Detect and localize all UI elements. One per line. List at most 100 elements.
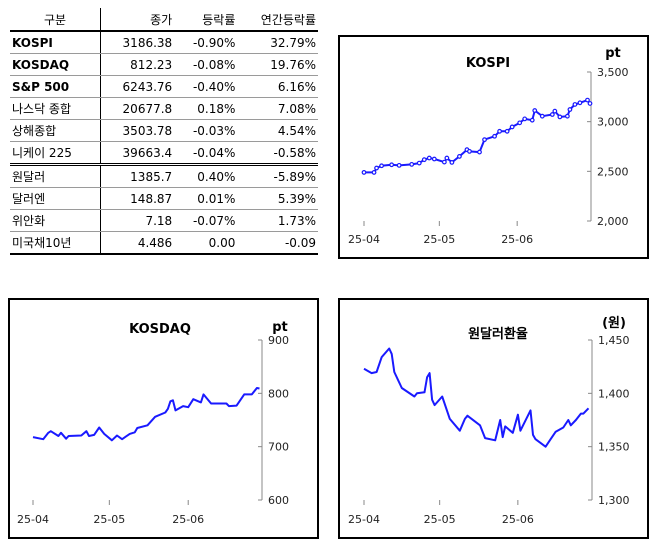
table-row: 원달러 1385.7 0.40% -5.89% [10, 164, 318, 188]
data-point [374, 165, 379, 171]
data-point [532, 108, 538, 113]
data-point [577, 100, 583, 106]
cell-ytd: 7.08% [237, 97, 318, 120]
data-point [529, 117, 535, 123]
kospi-chart-panel [338, 35, 649, 259]
market-table: 구분 종가 등락률 연간등락률 KOSPI 3186.38 -0.90% 32.79% KOS… [10, 8, 318, 255]
x-tick-label: 25-04 [348, 233, 380, 246]
x-tick-label: 25-06 [501, 233, 533, 246]
cell-name: 달러엔 [10, 187, 101, 210]
chart-title: KOSPI [466, 56, 510, 71]
series-line [363, 347, 590, 448]
data-point [492, 133, 497, 139]
cell-change: -0.04% [174, 141, 238, 166]
cell-close: 812.23 [100, 53, 175, 76]
x-tick-label: 25-05 [424, 513, 456, 526]
table-row: KOSDAQ 812.23 -0.08% 19.76% [10, 53, 318, 76]
column-header: 등락률 [174, 8, 238, 32]
data-point [522, 116, 528, 122]
y-tick-label: 700 [268, 441, 289, 454]
cell-change: -0.90% [174, 31, 238, 54]
data-point [567, 107, 573, 112]
cell-ytd: -5.89% [237, 164, 318, 188]
cell-change: -0.40% [174, 75, 238, 98]
data-point [497, 128, 503, 134]
column-header: 구분 [10, 8, 101, 32]
y-axis-unit: pt [605, 46, 621, 61]
table-row: KOSPI 3186.38 -0.90% 32.79% [10, 31, 318, 54]
cell-ytd: -0.58% [237, 141, 318, 166]
data-point [482, 137, 487, 143]
y-tick-label: 600 [268, 494, 289, 507]
data-point [396, 162, 402, 168]
cell-name: 나스닥 종합 [10, 97, 101, 120]
y-tick-label: 1,300 [598, 494, 630, 507]
cell-close: 7.18 [100, 209, 175, 232]
cell-change: 0.18% [174, 97, 238, 120]
data-point [416, 160, 422, 166]
cell-close: 3186.38 [100, 31, 175, 54]
table-row: 나스닥 종합 20677.8 0.18% 7.08% [10, 97, 318, 120]
cell-change: -0.07% [174, 209, 238, 232]
x-tick-label: 25-04 [17, 513, 49, 526]
usdkrw-chart-panel [338, 298, 649, 539]
x-tick-label: 25-05 [423, 233, 455, 246]
y-tick-label: 1,450 [598, 334, 630, 347]
data-point [431, 156, 437, 162]
cell-close: 20677.8 [100, 97, 175, 120]
data-point [441, 159, 447, 165]
data-point [504, 128, 510, 134]
cell-change: 0.00 [174, 231, 238, 255]
data-point [389, 162, 395, 168]
table-row: 상해종합 3503.78 -0.03% 4.54% [10, 119, 318, 142]
data-point [449, 159, 455, 165]
data-point [477, 149, 482, 155]
y-axis-unit: pt [272, 320, 288, 335]
data-point [509, 124, 515, 130]
y-tick-label: 3,000 [597, 116, 629, 129]
cell-close: 4.486 [100, 231, 175, 255]
cell-ytd: 4.54% [237, 119, 318, 142]
y-tick-label: 3,500 [597, 66, 629, 79]
column-header: 종가 [100, 8, 175, 32]
y-tick-label: 1,400 [598, 387, 630, 400]
y-tick-label: 2,000 [597, 215, 629, 228]
data-point [409, 161, 415, 167]
cell-ytd: 32.79% [237, 31, 318, 54]
data-point [457, 154, 462, 159]
x-tick-label: 25-06 [172, 513, 204, 526]
cell-close: 6243.76 [100, 75, 175, 98]
y-tick-label: 800 [268, 387, 289, 400]
x-tick-label: 25-05 [93, 513, 125, 526]
cell-change: 0.40% [174, 164, 238, 188]
table-row: 니케이 225 39663.4 -0.04% -0.58% [10, 141, 318, 166]
series-line [32, 387, 260, 442]
y-axis-unit: (원) [602, 316, 626, 331]
cell-change: -0.08% [174, 53, 238, 76]
cell-name: KOSPI [10, 31, 101, 54]
table-row: 달러엔 148.87 0.01% 5.39% [10, 187, 318, 210]
y-tick-label: 1,350 [598, 441, 630, 454]
data-point [572, 102, 578, 107]
table-header: 구분 종가 등락률 연간등락률 [10, 8, 318, 32]
table-row: 위안화 7.18 -0.07% 1.73% [10, 209, 318, 232]
data-point [371, 170, 377, 175]
cell-name: 상해종합 [10, 119, 101, 142]
chart-title: 원달러환율 [468, 326, 528, 342]
data-point [517, 120, 523, 126]
data-point [426, 155, 432, 161]
cell-close: 3503.78 [100, 119, 175, 142]
data-point [379, 163, 384, 169]
cell-name: KOSDAQ [10, 53, 101, 76]
data-point [467, 148, 472, 154]
cell-name: 위안화 [10, 209, 101, 232]
cell-ytd: -0.09 [237, 231, 318, 255]
x-tick-label: 25-04 [348, 513, 380, 526]
cell-close: 1385.7 [100, 164, 175, 188]
cell-ytd: 19.76% [237, 53, 318, 76]
cell-close: 39663.4 [100, 141, 175, 166]
table-row: 미국채10년 4.486 0.00 -0.09 [10, 231, 318, 255]
x-tick-label: 25-06 [502, 513, 534, 526]
data-point [557, 114, 563, 120]
